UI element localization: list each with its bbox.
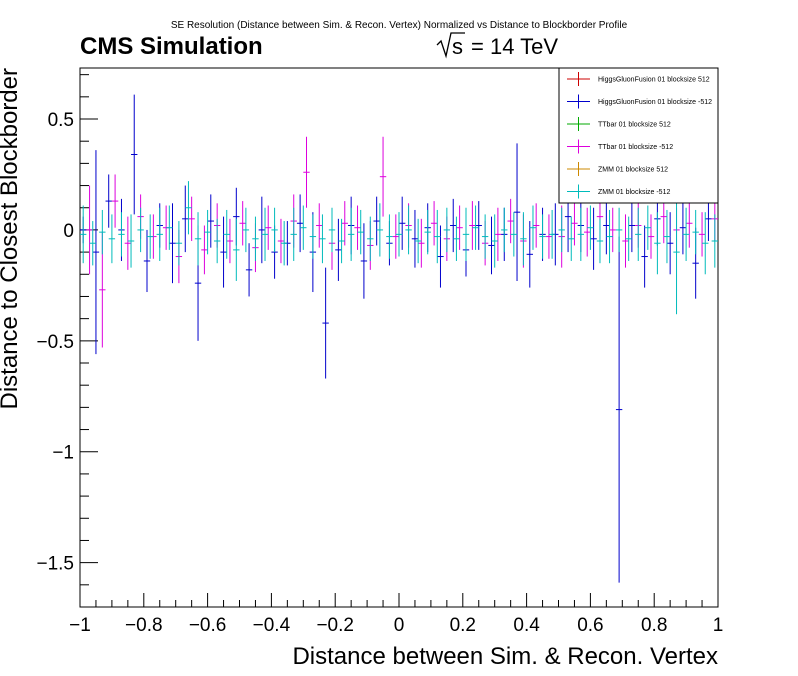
- x-tick-label: −1: [69, 615, 91, 636]
- y-tick-label: 0: [63, 221, 74, 242]
- legend-box: [558, 67, 719, 204]
- axis-ticks: [79, 74, 719, 607]
- y-axis-label: Distance to Closest Blockborder: [0, 68, 23, 409]
- energy-label-value: = 14 TeV: [471, 34, 558, 59]
- x-tick-label: 0.6: [577, 615, 603, 636]
- y-tick-label: 0.5: [48, 110, 74, 131]
- x-tick-label: −0.2: [316, 615, 354, 636]
- cms-label: CMS Simulation: [80, 33, 263, 60]
- legend: HiggsGluonFusion 01 blocksize 512 HiggsGl…: [558, 67, 719, 204]
- y-tick-label: −1: [52, 443, 74, 464]
- sqrt-symbol: [436, 32, 465, 59]
- data-series-layer: [80, 94, 718, 583]
- legend-label: TTbar 01 blocksize 512: [598, 122, 671, 129]
- legend-label: TTbar 01 blocksize -512: [598, 144, 673, 151]
- y-tick-label: −1.5: [36, 554, 74, 575]
- y-tick-label: −0.5: [36, 332, 74, 353]
- x-tick-label: 0.2: [450, 615, 476, 636]
- legend-label: HiggsGluonFusion 01 blocksize 512: [598, 77, 710, 84]
- legend-label: ZMM 01 blocksize 512: [598, 167, 668, 174]
- x-axis-label: Distance between Sim. & Recon. Vertex: [292, 643, 718, 670]
- x-tick-label: 0.8: [641, 615, 667, 636]
- legend-entries: HiggsGluonFusion 01 blocksize 512 HiggsGl…: [567, 72, 712, 199]
- legend-label: ZMM 01 blocksize -512: [598, 189, 670, 196]
- x-tick-label: −0.4: [253, 615, 291, 636]
- chart-title: SE Resolution (Distance between Sim. & R…: [171, 20, 628, 31]
- series-6: [80, 181, 718, 315]
- x-tick-label: 1: [713, 615, 724, 636]
- axis-tick-labels: −1 −0.8 −0.6 −0.4 −0.2 0 0.2 0.4 0.6 0.8 1 −1.5 −1 −0…: [36, 110, 723, 636]
- energy-label: s = 14 TeV: [436, 32, 558, 59]
- legend-label: HiggsGluonFusion 01 blocksize -512: [598, 99, 712, 106]
- x-tick-label: −0.8: [125, 615, 163, 636]
- x-tick-label: 0: [394, 615, 405, 636]
- x-tick-label: −0.6: [189, 615, 227, 636]
- energy-label-prefix: s: [452, 34, 463, 59]
- x-tick-label: 0.4: [513, 615, 540, 636]
